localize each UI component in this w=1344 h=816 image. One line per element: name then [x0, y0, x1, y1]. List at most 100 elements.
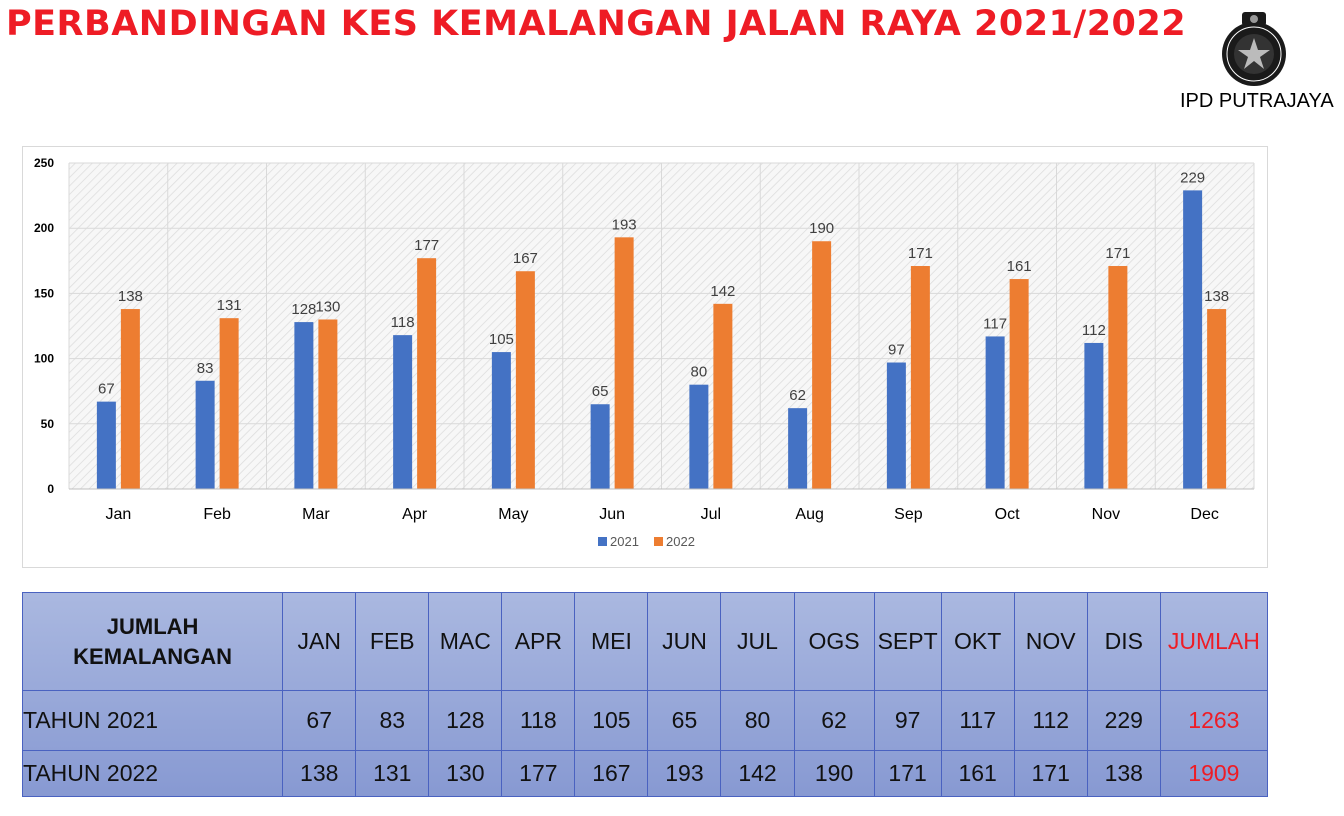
- table-cell: 97: [873, 690, 942, 751]
- data-label-2021: 62: [789, 387, 806, 404]
- table-cell: 67: [282, 690, 357, 751]
- corner-line2: KEMALANGAN: [73, 643, 233, 669]
- table-cell: 131: [355, 750, 430, 797]
- x-tick-label: Dec: [1190, 506, 1218, 523]
- bar-2021: [1084, 342, 1104, 489]
- table-cell: 138: [1086, 750, 1161, 797]
- x-tick-label: Mar: [302, 506, 330, 523]
- data-label-2021: 65: [592, 383, 609, 400]
- bar-2022: [713, 303, 733, 489]
- month-header: MEI: [574, 592, 649, 691]
- bar-2021: [491, 352, 511, 489]
- table-cell: 128: [428, 690, 503, 751]
- row-label: TAHUN 2021: [21, 690, 284, 751]
- bar-2022: [1009, 279, 1029, 489]
- data-label-2022: 138: [118, 288, 143, 305]
- x-tick-label: Jul: [701, 506, 721, 523]
- table-row-2021: TAHUN 2021 67 83 128 118 105 65 80 62 97…: [21, 690, 1269, 751]
- bar-2022: [1207, 309, 1227, 489]
- data-label-2021: 112: [1082, 322, 1106, 339]
- month-header: OKT: [940, 592, 1015, 691]
- data-label-2022: 171: [908, 245, 933, 262]
- bar-2021: [590, 404, 610, 489]
- table-cell: 62: [793, 690, 875, 751]
- table-cell: 177: [501, 750, 576, 797]
- bar-2021: [1183, 190, 1203, 489]
- x-tick-label: Feb: [203, 506, 231, 523]
- table-cell: 112: [1013, 690, 1088, 751]
- data-label-2021: 128: [291, 301, 316, 318]
- bar-2022: [515, 271, 535, 489]
- table-cell: 142: [720, 750, 795, 797]
- bar-2022: [417, 258, 437, 489]
- x-tick-label: May: [498, 506, 528, 523]
- data-label-2022: 130: [315, 298, 340, 315]
- y-tick-label: 200: [34, 221, 54, 235]
- data-label-2021: 80: [691, 364, 708, 381]
- organization-label: IPD PUTRAJAYA: [1180, 90, 1334, 112]
- x-tick-label: Nov: [1092, 506, 1120, 523]
- table-cell: 190: [793, 750, 875, 797]
- bar-2022: [120, 309, 140, 489]
- table-cell: 171: [873, 750, 942, 797]
- x-tick-label: Sep: [894, 506, 923, 523]
- table-cell: 65: [647, 690, 722, 751]
- legend-label-2022: 2022: [666, 534, 695, 549]
- y-tick-label: 50: [41, 417, 55, 431]
- bar-2022: [1108, 266, 1128, 489]
- data-label-2022: 142: [710, 283, 735, 300]
- table-cell: 130: [428, 750, 503, 797]
- table-cell: 161: [940, 750, 1015, 797]
- table-cell: 118: [501, 690, 576, 751]
- legend-swatch-2022: [654, 537, 663, 546]
- row-label: TAHUN 2022: [21, 750, 284, 797]
- y-tick-label: 250: [34, 156, 54, 170]
- bar-2021: [96, 401, 116, 489]
- legend-swatch-2021: [598, 537, 607, 546]
- table-cell: 171: [1013, 750, 1088, 797]
- month-header: DIS: [1086, 592, 1161, 691]
- bar-2022: [318, 319, 338, 489]
- bar-2021: [886, 362, 906, 489]
- month-header: NOV: [1013, 592, 1088, 691]
- data-label-2021: 97: [888, 342, 905, 359]
- y-tick-label: 100: [34, 352, 54, 366]
- bar-chart: 0 50 100 150 200 250 67 138 Jan 83 131 Feb 128 130 Mar…: [22, 146, 1268, 568]
- y-tick-label: 0: [47, 482, 54, 496]
- total-header: JUMLAH: [1159, 592, 1269, 691]
- data-table: JUMLAH KEMALANGAN JAN FEB MAC APR MEI JU…: [21, 592, 1269, 797]
- x-tick-label: Jun: [599, 506, 625, 523]
- total-cell: 1909: [1159, 750, 1269, 797]
- x-tick-label: Aug: [795, 506, 823, 523]
- bar-2022: [614, 237, 634, 489]
- table-cell: 138: [282, 750, 357, 797]
- data-label-2021: 105: [489, 331, 514, 348]
- table-cell: 229: [1086, 690, 1161, 751]
- data-label-2022: 138: [1204, 288, 1229, 305]
- table-corner-header: JUMLAH KEMALANGAN: [21, 592, 284, 691]
- data-label-2022: 190: [809, 220, 834, 237]
- table-cell: 83: [355, 690, 430, 751]
- data-label-2022: 161: [1007, 258, 1032, 275]
- data-label-2021: 83: [197, 360, 214, 377]
- month-header: OGS: [793, 592, 875, 691]
- data-label-2022: 171: [1105, 245, 1130, 262]
- table-cell: 105: [574, 690, 649, 751]
- month-header: JAN: [282, 592, 357, 691]
- table-cell: 167: [574, 750, 649, 797]
- table-row-2022: TAHUN 2022 138 131 130 177 167 193 142 1…: [21, 750, 1269, 797]
- police-crest-icon: [1214, 8, 1294, 88]
- month-header: SEPT: [873, 592, 942, 691]
- bar-2021: [393, 335, 413, 489]
- corner-line1: JUMLAH: [106, 613, 199, 639]
- bar-2021: [788, 408, 808, 489]
- bar-2021: [985, 336, 1005, 489]
- data-label-2021: 117: [983, 315, 1007, 332]
- table-cell: 117: [940, 690, 1015, 751]
- bar-2021: [195, 380, 215, 489]
- bar-2021: [294, 322, 314, 489]
- x-tick-label: Apr: [402, 506, 428, 523]
- table-cell: 80: [720, 690, 795, 751]
- data-label-2021: 67: [98, 381, 115, 398]
